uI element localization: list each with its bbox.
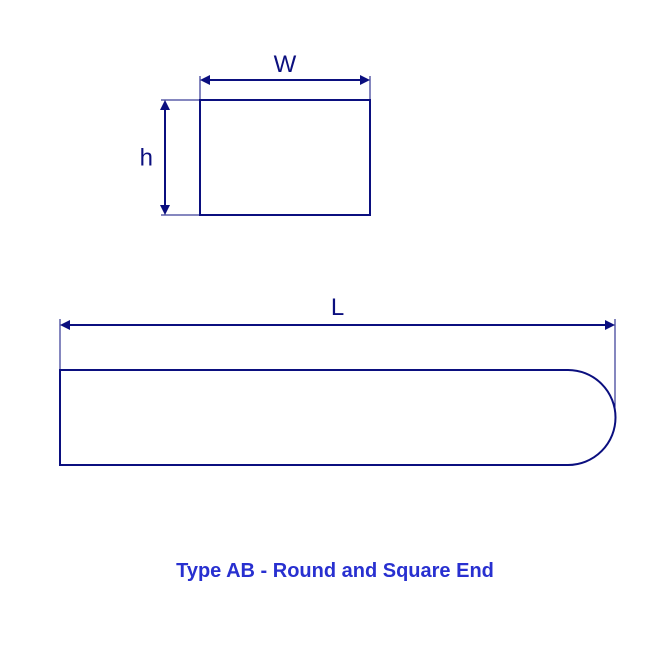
caption-text: Type AB - Round and Square End xyxy=(0,560,670,583)
svg-text:W: W xyxy=(274,51,297,78)
svg-text:h: h xyxy=(140,145,153,172)
svg-text:L: L xyxy=(331,294,344,321)
